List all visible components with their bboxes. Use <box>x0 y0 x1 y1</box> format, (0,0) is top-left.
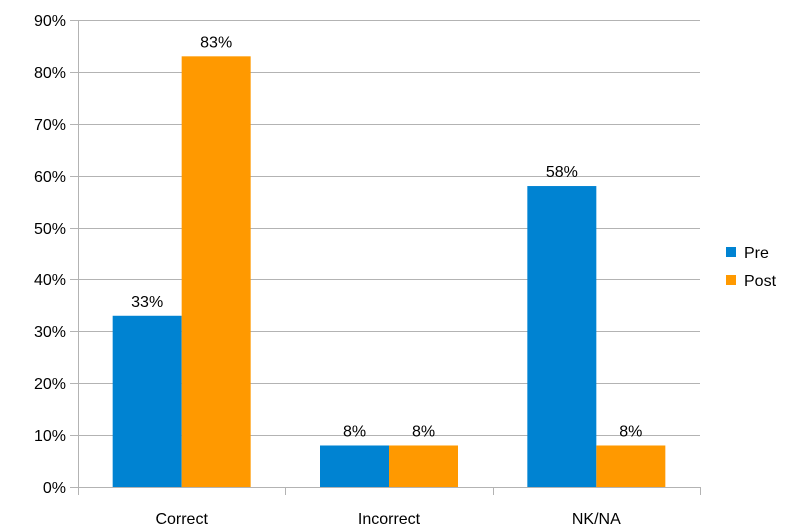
bar-pre <box>527 186 597 488</box>
y-tick-label: 0% <box>43 480 66 497</box>
axes <box>70 20 701 495</box>
data-label: 83% <box>200 34 232 51</box>
y-tick-label: 20% <box>34 376 66 393</box>
data-label: 8% <box>343 423 366 440</box>
y-tick-label: 70% <box>34 117 66 134</box>
y-tick-label: 50% <box>34 221 66 238</box>
legend-label-post: Post <box>744 273 777 290</box>
category-label: Incorrect <box>358 511 421 528</box>
bar-post <box>389 445 458 487</box>
data-labels: 33% 83% 8% 8% 58% 8% <box>131 34 642 440</box>
legend-swatch-post <box>726 275 736 285</box>
data-label: 8% <box>412 423 435 440</box>
data-label: 58% <box>546 164 578 181</box>
y-tick-label: 40% <box>34 272 66 289</box>
data-label: 33% <box>131 294 163 311</box>
bar-post <box>181 56 251 487</box>
category-labels: Correct Incorrect NK/NA <box>155 511 621 528</box>
category-label: Correct <box>155 511 208 528</box>
y-tick-labels: 0% 10% 20% 30% 40% 50% 60% 70% 80% 90% <box>34 13 66 497</box>
y-tick-label: 60% <box>34 169 66 186</box>
data-label: 8% <box>619 423 642 440</box>
y-tick-label: 10% <box>34 428 66 445</box>
legend-swatch-pre <box>726 247 736 257</box>
bar-post <box>596 445 666 487</box>
y-tick-label: 90% <box>34 13 66 30</box>
y-tick-label: 30% <box>34 324 66 341</box>
legend: Pre Post <box>726 245 777 290</box>
legend-label-pre: Pre <box>744 245 769 262</box>
bars <box>112 56 666 488</box>
category-label: NK/NA <box>572 511 621 528</box>
bar-pre <box>112 315 182 487</box>
bar-pre <box>320 445 389 487</box>
y-tick-label: 80% <box>34 65 66 82</box>
